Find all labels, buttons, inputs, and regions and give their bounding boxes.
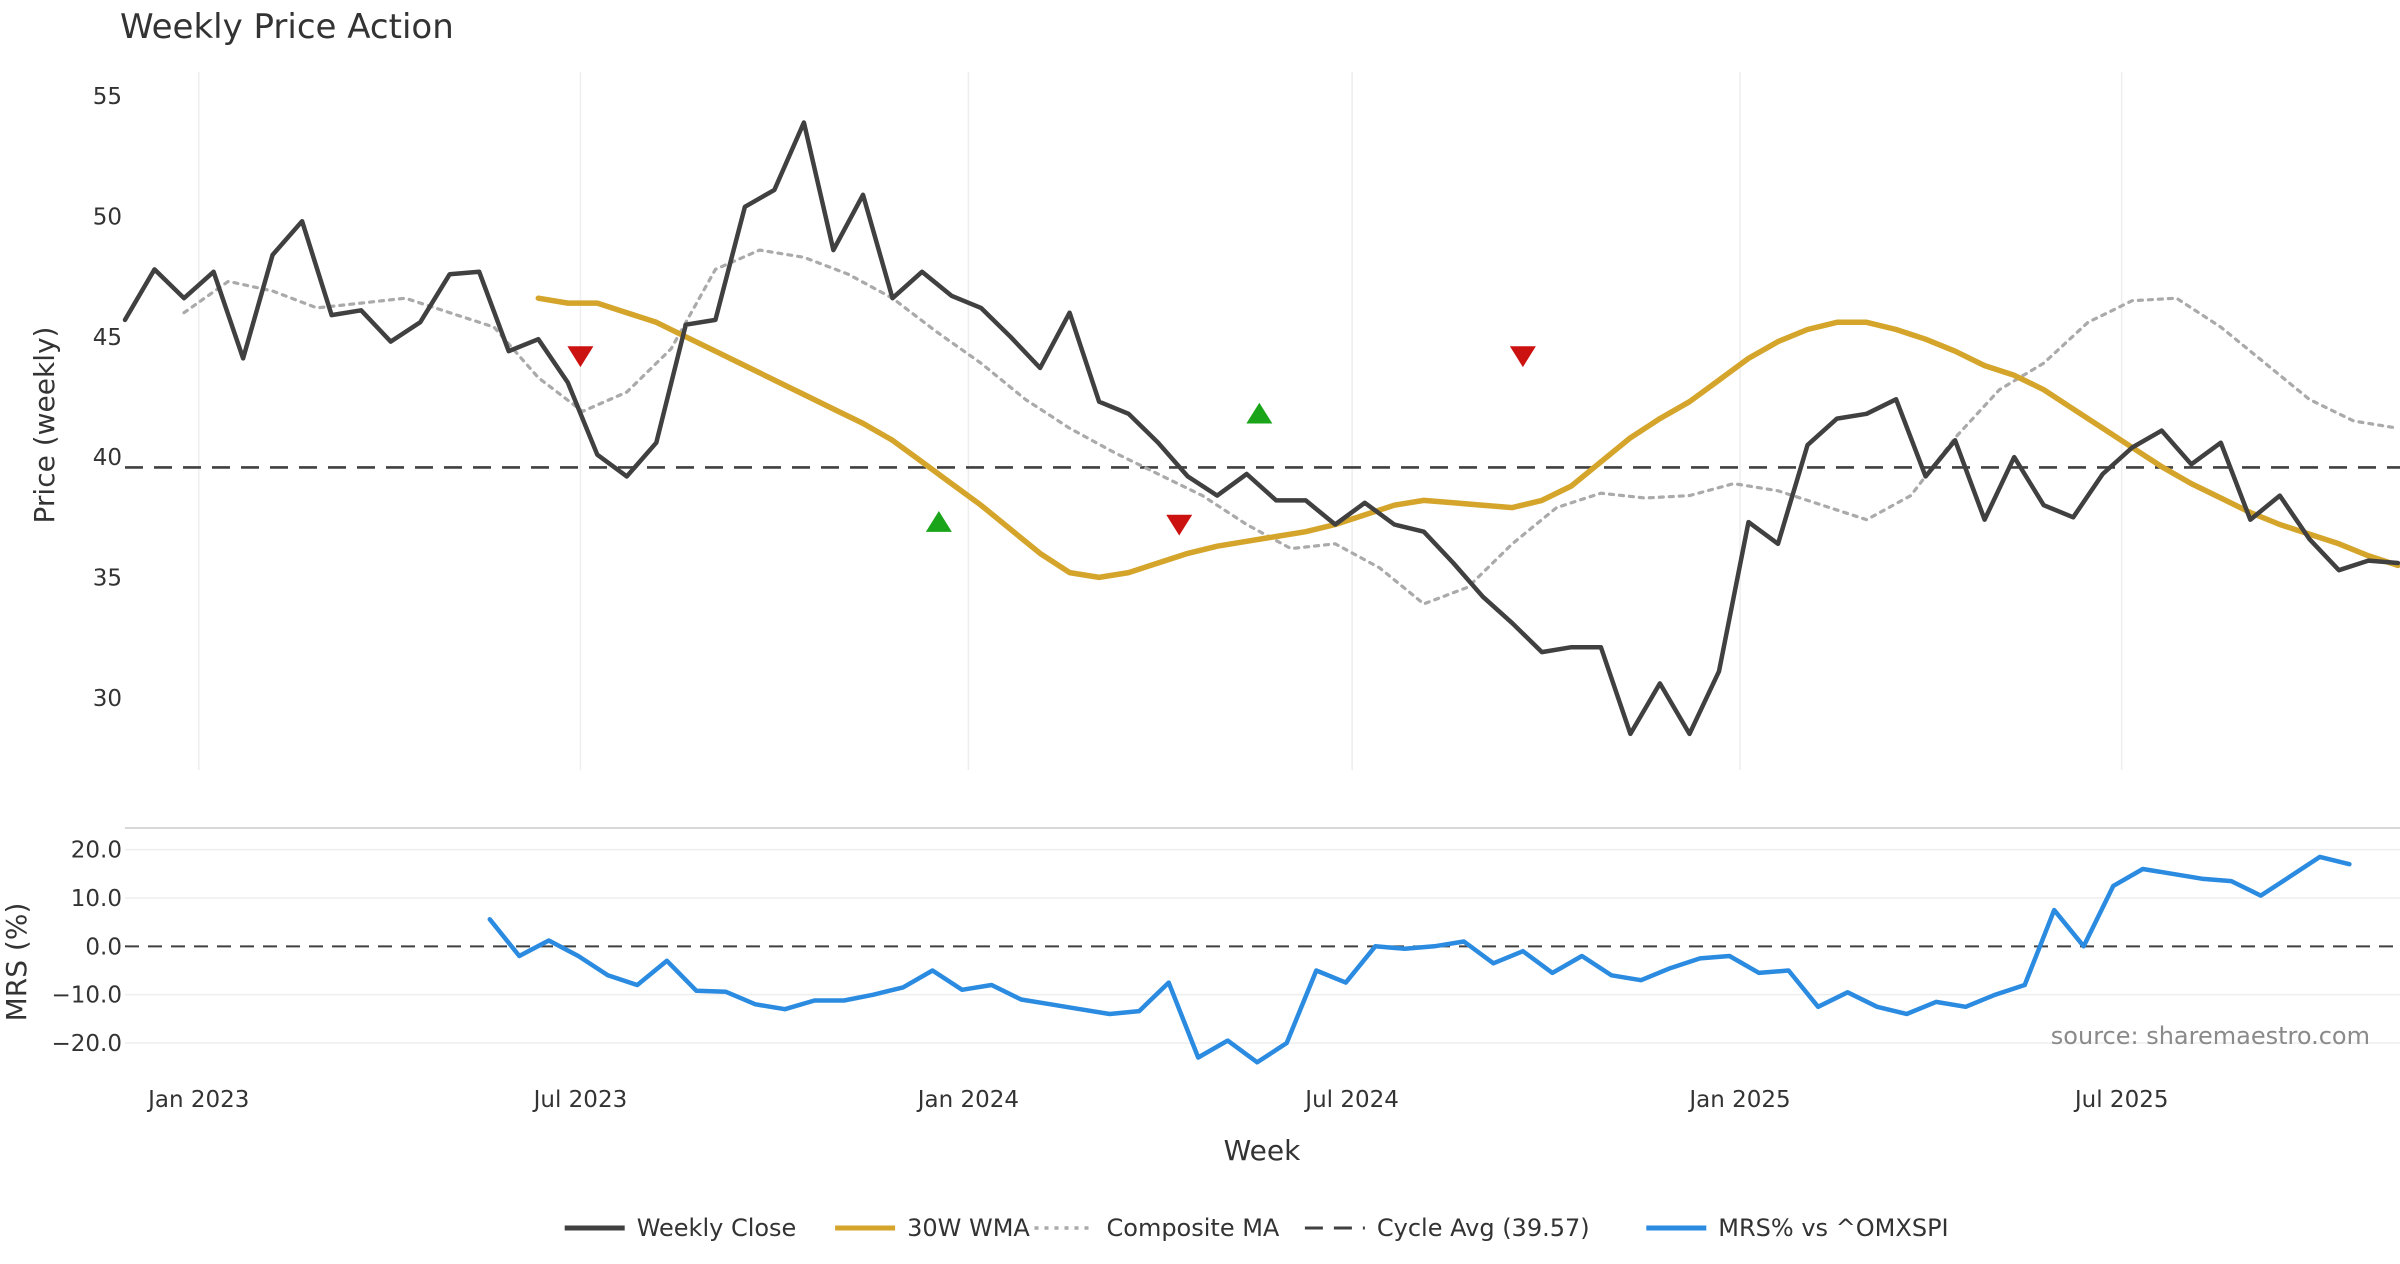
price-y-axis-label: Price (weekly) bbox=[28, 327, 61, 524]
mrs-y-tick-label: −10.0 bbox=[52, 983, 122, 1009]
price-grid bbox=[198, 72, 2123, 770]
price-y-tick-label: 45 bbox=[93, 325, 122, 351]
price-y-tick-label: 55 bbox=[93, 84, 122, 110]
mrs-y-ticks: 20.0 10.0 0.0 −10.0 −20.0 bbox=[52, 838, 122, 1057]
legend-label: MRS% vs ^OMXSPI bbox=[1718, 1214, 1948, 1242]
price-y-tick-label: 30 bbox=[93, 686, 122, 712]
mrs-line bbox=[487, 854, 2352, 1065]
legend-label: 30W WMA bbox=[907, 1214, 1030, 1242]
wma-30w-line bbox=[535, 295, 2400, 581]
x-tick-label: Jan 2023 bbox=[146, 1087, 249, 1113]
signal-markers bbox=[567, 346, 1536, 536]
mrs-y-axis-label: MRS (%) bbox=[0, 903, 33, 1022]
buy-signal-marker bbox=[1246, 402, 1273, 424]
weekly-close-line bbox=[122, 120, 2400, 737]
price-series-group bbox=[122, 120, 2400, 737]
buy-signal-marker bbox=[925, 511, 952, 532]
mrs-y-tick-label: 10.0 bbox=[71, 886, 122, 912]
x-ticks: Jan 2023 Jul 2023 Jan 2024 Jul 2024 Jan 2025… bbox=[146, 1087, 2168, 1113]
chart-title: Weekly Price Action bbox=[120, 7, 454, 47]
mrs-grid bbox=[125, 827, 2400, 1044]
sell-signal-marker bbox=[1166, 514, 1193, 536]
price-y-tick-label: 40 bbox=[93, 445, 122, 471]
source-label: source: sharemaestro.com bbox=[2051, 1022, 2370, 1050]
legend-label: Cycle Avg (39.57) bbox=[1377, 1214, 1590, 1242]
composite-ma-line bbox=[182, 248, 2400, 606]
price-y-tick-label: 50 bbox=[93, 204, 122, 230]
legend-label: Composite MA bbox=[1107, 1214, 1280, 1242]
x-tick-label: Jul 2024 bbox=[1303, 1087, 1399, 1113]
x-tick-label: Jul 2023 bbox=[532, 1087, 628, 1113]
mrs-y-tick-label: 20.0 bbox=[71, 838, 122, 864]
mrs-series-group bbox=[487, 854, 2352, 1065]
x-tick-label: Jul 2025 bbox=[2073, 1087, 2169, 1113]
mrs-y-tick-label: −20.0 bbox=[52, 1031, 122, 1057]
x-tick-label: Jan 2025 bbox=[1687, 1087, 1790, 1113]
legend: Weekly Close 30W WMA Composite MA Cycle Avg… bbox=[564, 1214, 1949, 1242]
price-y-tick-label: 35 bbox=[93, 565, 122, 591]
legend-label: Weekly Close bbox=[637, 1214, 797, 1242]
sell-signal-marker bbox=[567, 346, 594, 368]
sell-signal-marker bbox=[1509, 346, 1536, 368]
x-tick-label: Jan 2024 bbox=[916, 1087, 1019, 1113]
x-axis-label: Week bbox=[1224, 1134, 1301, 1167]
mrs-y-tick-label: 0.0 bbox=[85, 934, 122, 960]
price-y-ticks: 30 35 40 45 50 55 bbox=[93, 84, 122, 712]
